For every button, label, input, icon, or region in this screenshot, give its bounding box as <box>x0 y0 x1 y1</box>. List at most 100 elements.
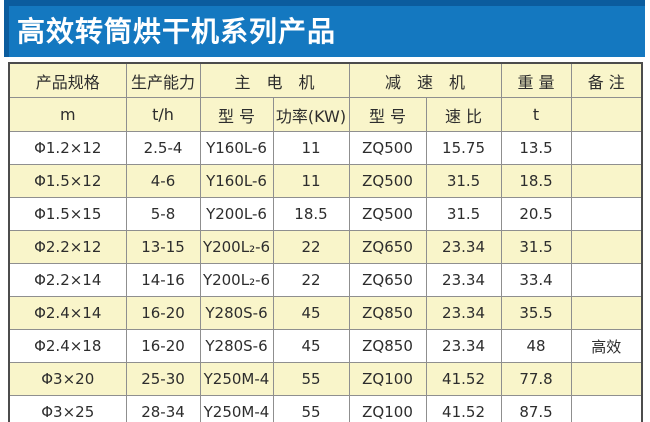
cell-motor-power: 11 <box>272 164 350 198</box>
subheader-remark <box>570 97 643 132</box>
table-row: Φ1.5×15 5-8 Y200L-6 18.5 ZQ500 31.5 20.5 <box>8 197 643 231</box>
cell-weight: 31.5 <box>500 230 572 264</box>
cell-capacity: 25-30 <box>125 362 201 396</box>
cell-motor-power: 11 <box>272 131 350 165</box>
header-reducer-label: 减速机 <box>385 72 482 92</box>
cell-motor-model: Y250M-4 <box>199 362 274 396</box>
cell-motor-model: Y200L₂-6 <box>199 263 274 297</box>
page-title: 高效转筒烘干机系列产品 <box>17 14 337 48</box>
subheader-reducer-ratio-label: 速比 <box>445 106 488 126</box>
cell-capacity: 16-20 <box>125 296 201 330</box>
cell-reducer-ratio: 31.5 <box>425 197 502 231</box>
header-spec: 产品规格 <box>8 62 127 98</box>
header-capacity: 生产能力 <box>125 62 201 98</box>
cell-motor-power: 45 <box>272 329 350 363</box>
cell-motor-power: 18.5 <box>272 197 350 231</box>
cell-capacity: 14-16 <box>125 263 201 297</box>
cell-remark: 高效 <box>570 329 643 363</box>
header-main-motor: 主电机 <box>199 62 350 98</box>
table-row: Φ1.5×12 4-6 Y160L-6 11 ZQ500 31.5 18.5 <box>8 164 643 198</box>
cell-motor-model: Y160L-6 <box>199 131 274 165</box>
subheader-motor-model: 型号 <box>199 97 274 132</box>
header-group-row: 产品规格 生产能力 主电机 减速机 重量 备注 <box>8 62 643 98</box>
subheader-spec-unit: m <box>8 97 127 132</box>
table-header: 产品规格 生产能力 主电机 减速机 重量 备注 m t/h 型号 功率(KW) … <box>8 62 643 132</box>
cell-reducer-ratio: 23.34 <box>425 329 502 363</box>
cell-capacity: 28-34 <box>125 395 201 422</box>
cell-motor-model: Y200L₂-6 <box>199 230 274 264</box>
header-unit-row: m t/h 型号 功率(KW) 型号 速比 t <box>8 97 643 132</box>
cell-spec: Φ1.2×12 <box>8 131 127 165</box>
table-row: Φ2.4×14 16-20 Y280S-6 45 ZQ850 23.34 35.5 <box>8 296 643 330</box>
cell-capacity: 2.5-4 <box>125 131 201 165</box>
subheader-motor-power: 功率(KW) <box>272 97 350 132</box>
cell-motor-model: Y200L-6 <box>199 197 274 231</box>
cell-spec: Φ2.4×14 <box>8 296 127 330</box>
cell-spec: Φ3×25 <box>8 395 127 422</box>
cell-motor-power: 45 <box>272 296 350 330</box>
cell-weight: 13.5 <box>500 131 572 165</box>
header-weight-label: 重量 <box>517 72 560 92</box>
cell-motor-power: 55 <box>272 362 350 396</box>
cell-motor-model: Y160L-6 <box>199 164 274 198</box>
cell-reducer-model: ZQ650 <box>348 230 427 264</box>
cell-remark <box>570 230 643 264</box>
subheader-motor-model-label: 型号 <box>217 106 260 126</box>
cell-reducer-ratio: 41.52 <box>425 395 502 422</box>
cell-reducer-ratio: 41.52 <box>425 362 502 396</box>
cell-reducer-ratio: 31.5 <box>425 164 502 198</box>
cell-remark <box>570 395 643 422</box>
table-row: Φ2.2×12 13-15 Y200L₂-6 22 ZQ650 23.34 31.5 <box>8 230 643 264</box>
cell-reducer-model: ZQ500 <box>348 197 427 231</box>
cell-reducer-model: ZQ100 <box>348 395 427 422</box>
subheader-motor-power-label: 功率(KW) <box>275 106 347 126</box>
cell-spec: Φ2.2×14 <box>8 263 127 297</box>
cell-motor-power: 55 <box>272 395 350 422</box>
table-row: Φ1.2×12 2.5-4 Y160L-6 11 ZQ500 15.75 13.5 <box>8 131 643 165</box>
cell-reducer-model: ZQ850 <box>348 296 427 330</box>
header-remark: 备注 <box>570 62 643 98</box>
header-weight: 重量 <box>500 62 572 98</box>
cell-reducer-model: ZQ100 <box>348 362 427 396</box>
cell-capacity: 5-8 <box>125 197 201 231</box>
table-row: Φ3×20 25-30 Y250M-4 55 ZQ100 41.52 77.8 <box>8 362 643 396</box>
header-main-motor-label: 主电机 <box>234 72 331 92</box>
cell-remark <box>570 131 643 165</box>
cell-reducer-ratio: 15.75 <box>425 131 502 165</box>
subheader-capacity-unit: t/h <box>125 97 201 132</box>
table-body: Φ1.2×12 2.5-4 Y160L-6 11 ZQ500 15.75 13.5 Φ1.5×… <box>8 131 643 422</box>
subheader-reducer-ratio: 速比 <box>425 97 502 132</box>
table-row: Φ3×25 28-34 Y250M-4 55 ZQ100 41.52 87.5 <box>8 395 643 422</box>
subheader-reducer-model: 型号 <box>348 97 427 132</box>
subheader-weight-unit-label: t <box>532 105 540 124</box>
subheader-capacity-unit-label: t/h <box>152 105 174 124</box>
cell-remark <box>570 296 643 330</box>
cell-reducer-ratio: 23.34 <box>425 296 502 330</box>
cell-remark <box>570 197 643 231</box>
cell-reducer-model: ZQ650 <box>348 263 427 297</box>
cell-reducer-model: ZQ850 <box>348 329 427 363</box>
cell-reducer-ratio: 23.34 <box>425 263 502 297</box>
cell-weight: 48 <box>500 329 572 363</box>
title-bar: 高效转筒烘干机系列产品 <box>4 0 645 57</box>
cell-reducer-model: ZQ500 <box>348 164 427 198</box>
cell-spec: Φ1.5×15 <box>8 197 127 231</box>
cell-remark <box>570 164 643 198</box>
cell-capacity: 16-20 <box>125 329 201 363</box>
cell-motor-power: 22 <box>272 263 350 297</box>
cell-spec: Φ2.2×12 <box>8 230 127 264</box>
header-spec-label: 产品规格 <box>35 72 100 92</box>
cell-motor-power: 22 <box>272 230 350 264</box>
cell-capacity: 13-15 <box>125 230 201 264</box>
subheader-spec-unit-label: m <box>59 105 76 124</box>
header-capacity-label: 生产能力 <box>130 72 195 92</box>
cell-weight: 77.8 <box>500 362 572 396</box>
cell-spec: Φ3×20 <box>8 362 127 396</box>
subheader-weight-unit: t <box>500 97 572 132</box>
table-row: Φ2.2×14 14-16 Y200L₂-6 22 ZQ650 23.34 33.4 <box>8 263 643 297</box>
cell-spec: Φ1.5×12 <box>8 164 127 198</box>
cell-reducer-model: ZQ500 <box>348 131 427 165</box>
cell-remark <box>570 362 643 396</box>
product-spec-table: 产品规格 生产能力 主电机 减速机 重量 备注 m t/h 型号 功率(KW) … <box>8 62 644 422</box>
